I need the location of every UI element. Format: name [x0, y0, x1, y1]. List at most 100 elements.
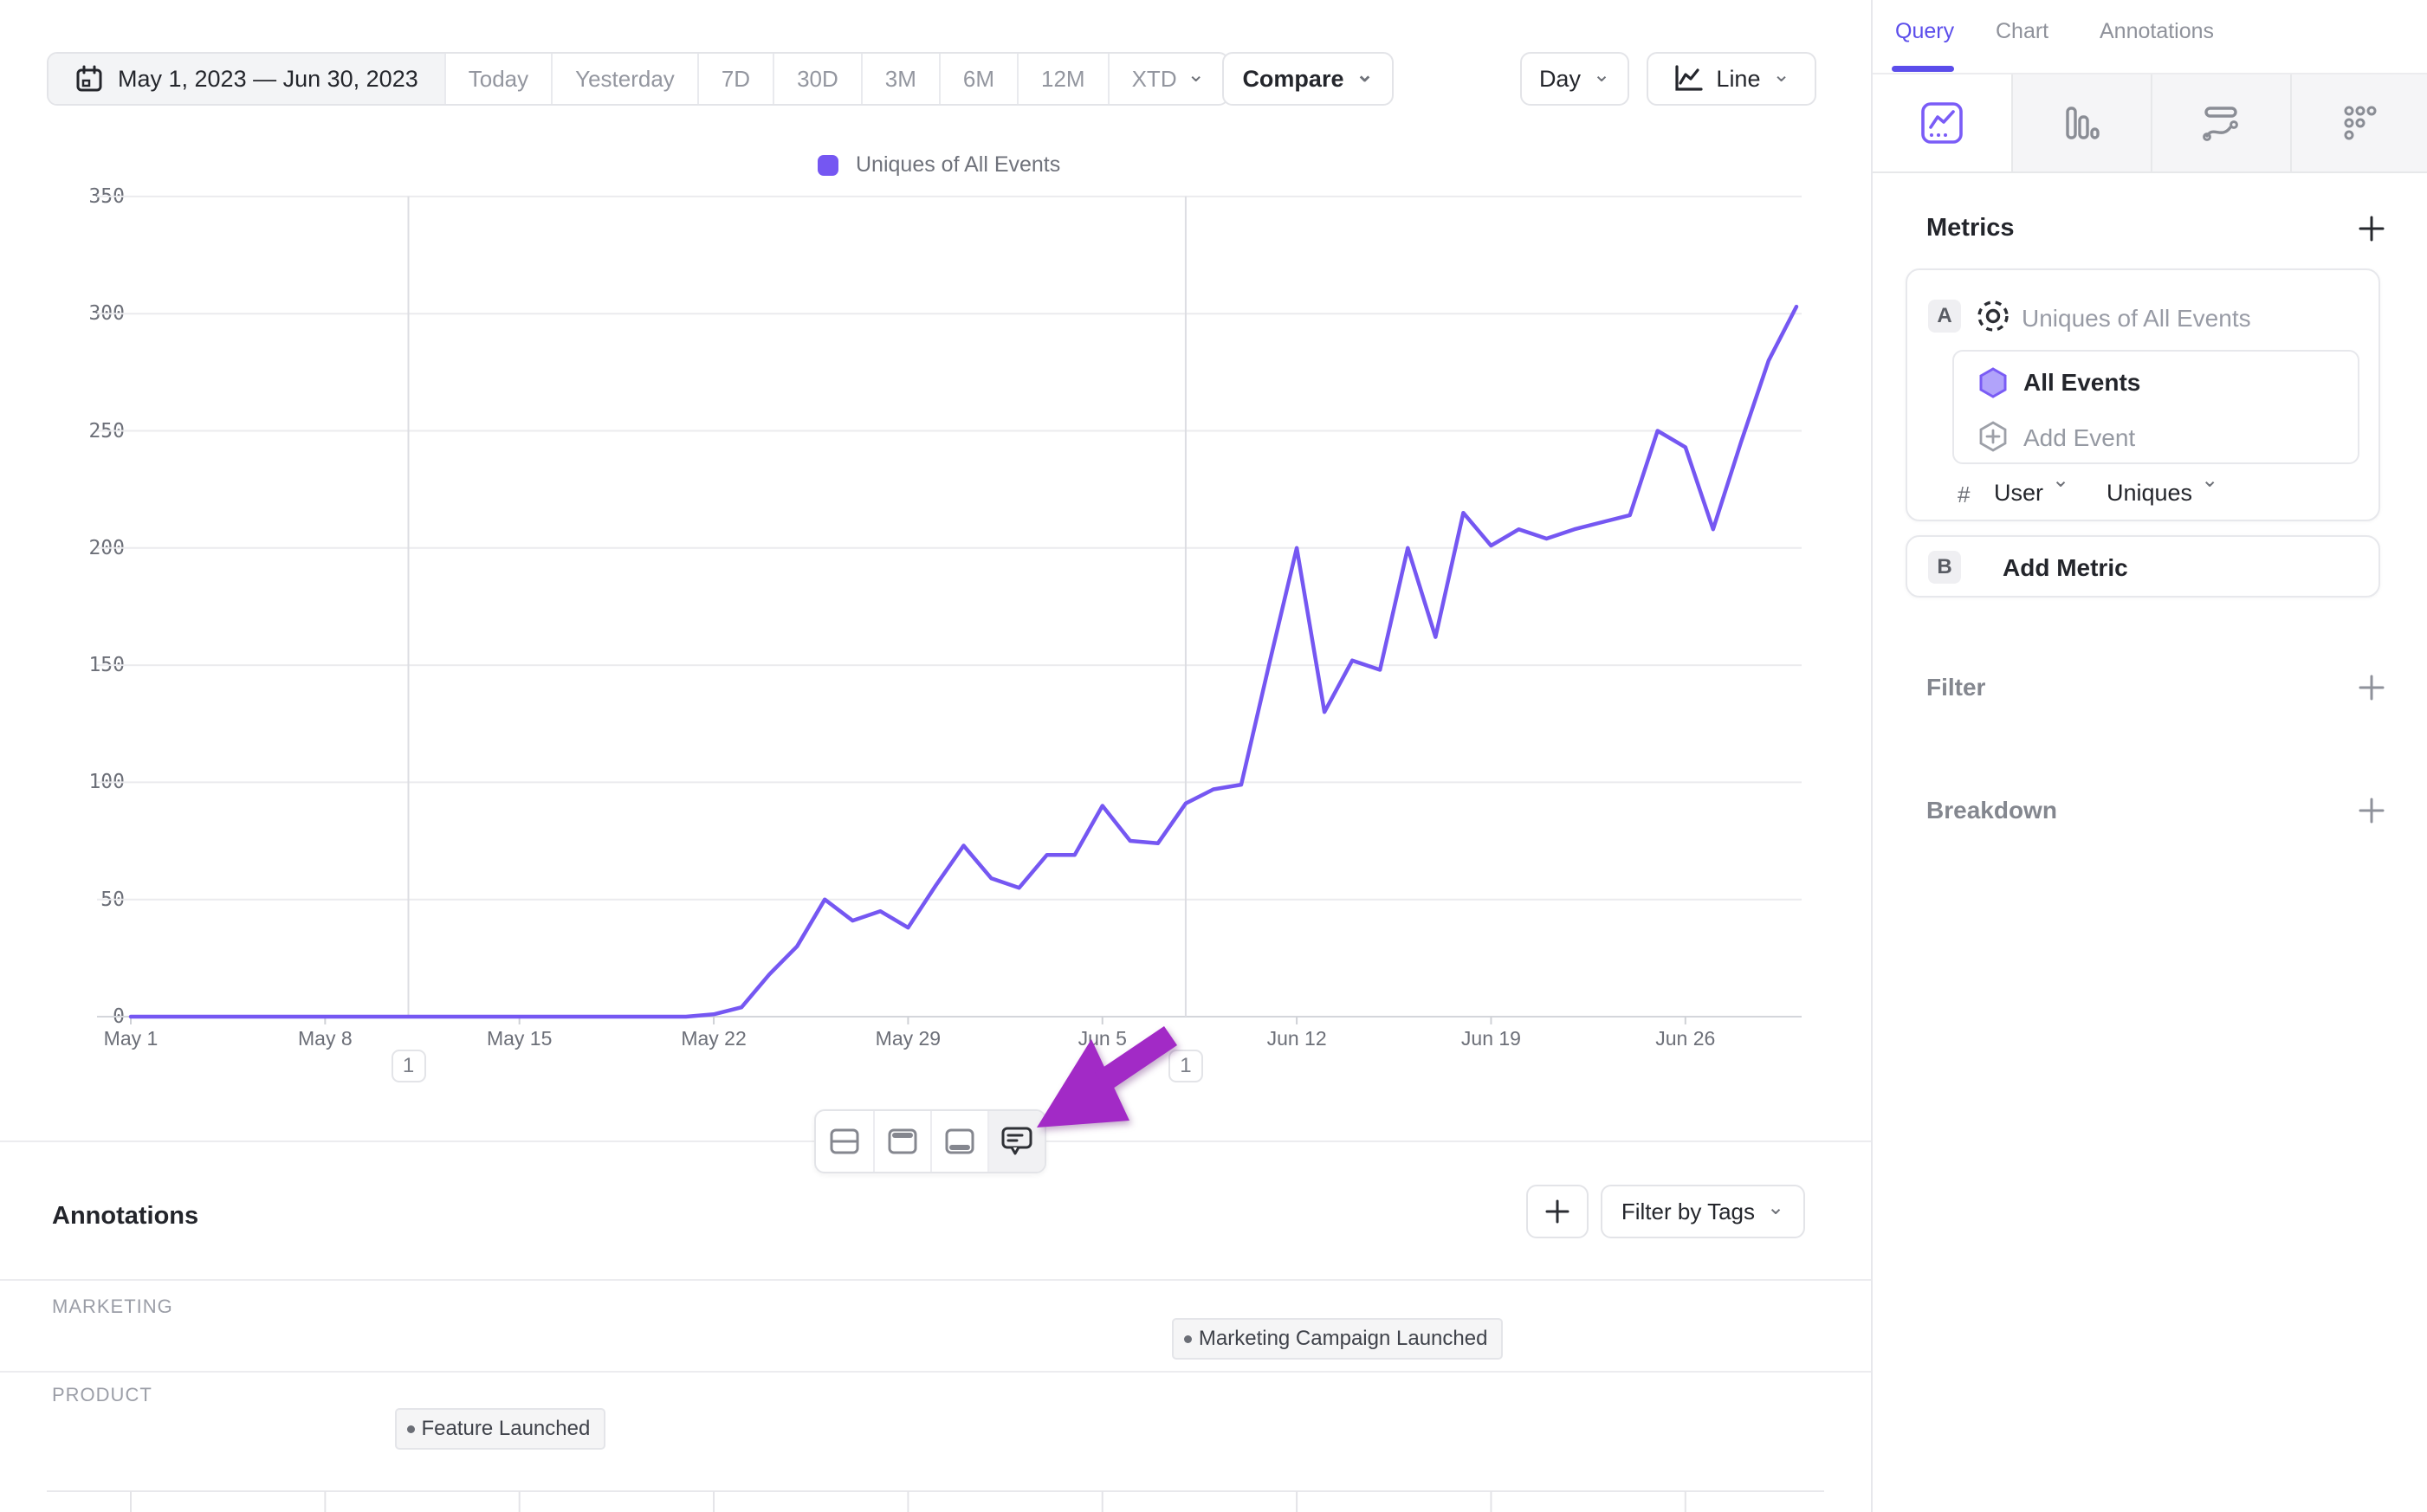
line-chart-icon — [1675, 65, 1704, 91]
x-tick-label: Jun 12 — [1266, 1027, 1327, 1050]
metric-a-badge: A — [1928, 300, 1961, 333]
chart-type-dropdown[interactable]: Line ⌄ — [1647, 52, 1816, 106]
granularity-dropdown[interactable]: Day ⌄ — [1520, 52, 1629, 106]
event-all-events[interactable]: All Events — [2023, 369, 2141, 396]
add-annotation-button[interactable] — [1526, 1185, 1589, 1238]
legend-swatch-icon — [818, 154, 838, 176]
measure-prefix: # — [1958, 481, 1971, 507]
preset-30d[interactable]: 30D — [773, 54, 861, 104]
query-sidebar: Query Chart Annotations — [1871, 0, 2427, 1512]
dot-matrix-icon — [2344, 106, 2377, 140]
x-tick-label: Jun 26 — [1655, 1027, 1716, 1050]
chevron-down-icon: ⌄ — [2052, 468, 2070, 492]
chevron-down-icon: ⌄ — [1767, 1196, 1785, 1219]
annotation-dot-icon — [1183, 1334, 1192, 1343]
metrics-heading: Metrics — [1926, 214, 2015, 242]
active-tab-underline — [1892, 66, 1954, 72]
calendar-icon — [76, 65, 102, 92]
lane-label-product: PRODUCT — [52, 1384, 152, 1405]
annotation-chip-product[interactable]: Feature Launched — [394, 1408, 606, 1450]
date-range-label: May 1, 2023 — Jun 30, 2023 — [118, 65, 418, 92]
plus-icon — [2359, 798, 2385, 824]
measure-aggregation-dropdown[interactable]: Uniques ⌄ — [2107, 468, 2219, 507]
series-line — [128, 304, 1799, 1019]
tab-query[interactable]: Query — [1895, 19, 1955, 43]
annotation-dot-icon — [406, 1425, 415, 1433]
top-panel-icon — [888, 1128, 917, 1154]
breakdown-heading: Breakdown — [1926, 797, 2057, 824]
annotations-title: Annotations — [52, 1202, 199, 1230]
preset-7d[interactable]: 7D — [696, 54, 773, 104]
annotation-count-badge[interactable]: 1 — [391, 1050, 426, 1082]
add-filter-button[interactable] — [2354, 670, 2389, 705]
chevron-down-icon: ⌄ — [2201, 468, 2219, 492]
date-range-button[interactable]: May 1, 2023 — Jun 30, 2023 — [49, 54, 444, 104]
line-chart-plot[interactable] — [94, 186, 1817, 1056]
legend-label: Uniques of All Events — [856, 152, 1061, 177]
hexagon-event-icon — [1979, 367, 2007, 398]
bar-chart-icon — [2065, 107, 2100, 139]
x-tick-label: May 8 — [298, 1027, 353, 1050]
annotation-chip-marketing[interactable]: Marketing Campaign Launched — [1171, 1318, 1504, 1360]
flow-chart-icon — [2202, 107, 2238, 141]
chevron-down-icon: ⌄ — [1592, 63, 1611, 87]
plus-icon — [2359, 675, 2385, 701]
metric-a-name[interactable]: Uniques of All Events — [2022, 305, 2251, 332]
tabs-divider — [1873, 73, 2427, 74]
layout-top-panel-button[interactable] — [873, 1111, 930, 1172]
x-tick-label: May 22 — [681, 1027, 747, 1050]
preset-12m[interactable]: 12M — [1017, 54, 1108, 104]
layout-bottom-panel-button[interactable] — [930, 1111, 987, 1172]
add-metric-label: Add Metric — [2003, 554, 2128, 581]
layout-split-rows-button[interactable] — [816, 1111, 873, 1172]
lane-divider — [0, 1279, 1871, 1281]
metric-b-badge: B — [1928, 551, 1961, 584]
plus-icon — [1545, 1199, 1569, 1224]
metric-card-a[interactable]: A Uniques of All Events All Events Add E… — [1906, 268, 2380, 521]
plus-icon — [2359, 216, 2385, 242]
add-metric-plus-button[interactable] — [2354, 211, 2389, 246]
lane-label-marketing: MARKETING — [52, 1296, 173, 1317]
date-range-control: May 1, 2023 — Jun 30, 2023 Today Yesterd… — [47, 52, 1229, 106]
annotation-ruler — [47, 1490, 1824, 1512]
tab-chart[interactable]: Chart — [1996, 19, 2049, 43]
x-tick-label: Jun 19 — [1460, 1027, 1521, 1050]
line-chart-icon — [1921, 102, 1963, 144]
comment-bubble-icon — [1001, 1127, 1032, 1155]
chart-type-flow-button[interactable] — [2151, 74, 2290, 173]
chart-type-line-button[interactable] — [1873, 74, 2011, 173]
event-block: All Events Add Event — [1952, 350, 2359, 464]
add-event-hexagon-icon — [1979, 421, 2007, 452]
chevron-down-icon: ⌄ — [1187, 63, 1205, 87]
chart-type-matrix-button[interactable] — [2290, 74, 2427, 173]
split-rows-icon — [830, 1128, 859, 1154]
preset-yesterday[interactable]: Yesterday — [551, 54, 697, 104]
x-tick-label: Jun 5 — [1078, 1027, 1127, 1050]
add-breakdown-button[interactable] — [2354, 793, 2389, 828]
lane-divider — [0, 1371, 1871, 1373]
compare-button[interactable]: Compare ⌄ — [1222, 52, 1394, 106]
filter-by-tags-button[interactable]: Filter by Tags ⌄ — [1601, 1185, 1805, 1238]
measure-entity-dropdown[interactable]: User ⌄ — [1994, 468, 2070, 507]
layout-annotations-button[interactable] — [987, 1111, 1045, 1172]
filter-heading: Filter — [1926, 674, 1986, 701]
bottom-panel-icon — [945, 1128, 974, 1154]
preset-6m[interactable]: 6M — [938, 54, 1017, 104]
chevron-down-icon: ⌄ — [1772, 63, 1790, 87]
preset-today[interactable]: Today — [443, 54, 551, 104]
x-tick-label: May 29 — [875, 1027, 942, 1050]
pointer-arrow-icon — [1037, 1026, 1177, 1128]
add-event-button[interactable]: Add Event — [2023, 424, 2136, 451]
tab-annotations[interactable]: Annotations — [2100, 19, 2215, 43]
panel-layout-toolbar — [814, 1109, 1046, 1173]
chart-legend: Uniques of All Events — [818, 152, 1060, 178]
metric-card-b[interactable]: B Add Metric — [1906, 535, 2380, 598]
preset-xtd-dropdown[interactable]: XTD ⌄ — [1107, 54, 1227, 104]
annotation-count-badge[interactable]: 1 — [1168, 1050, 1203, 1082]
preset-3m[interactable]: 3M — [860, 54, 939, 104]
metric-target-icon — [1977, 300, 2009, 332]
chart-type-bar-button[interactable] — [2011, 74, 2151, 173]
chevron-down-icon: ⌄ — [1356, 63, 1374, 87]
x-tick-label: May 1 — [103, 1027, 159, 1050]
